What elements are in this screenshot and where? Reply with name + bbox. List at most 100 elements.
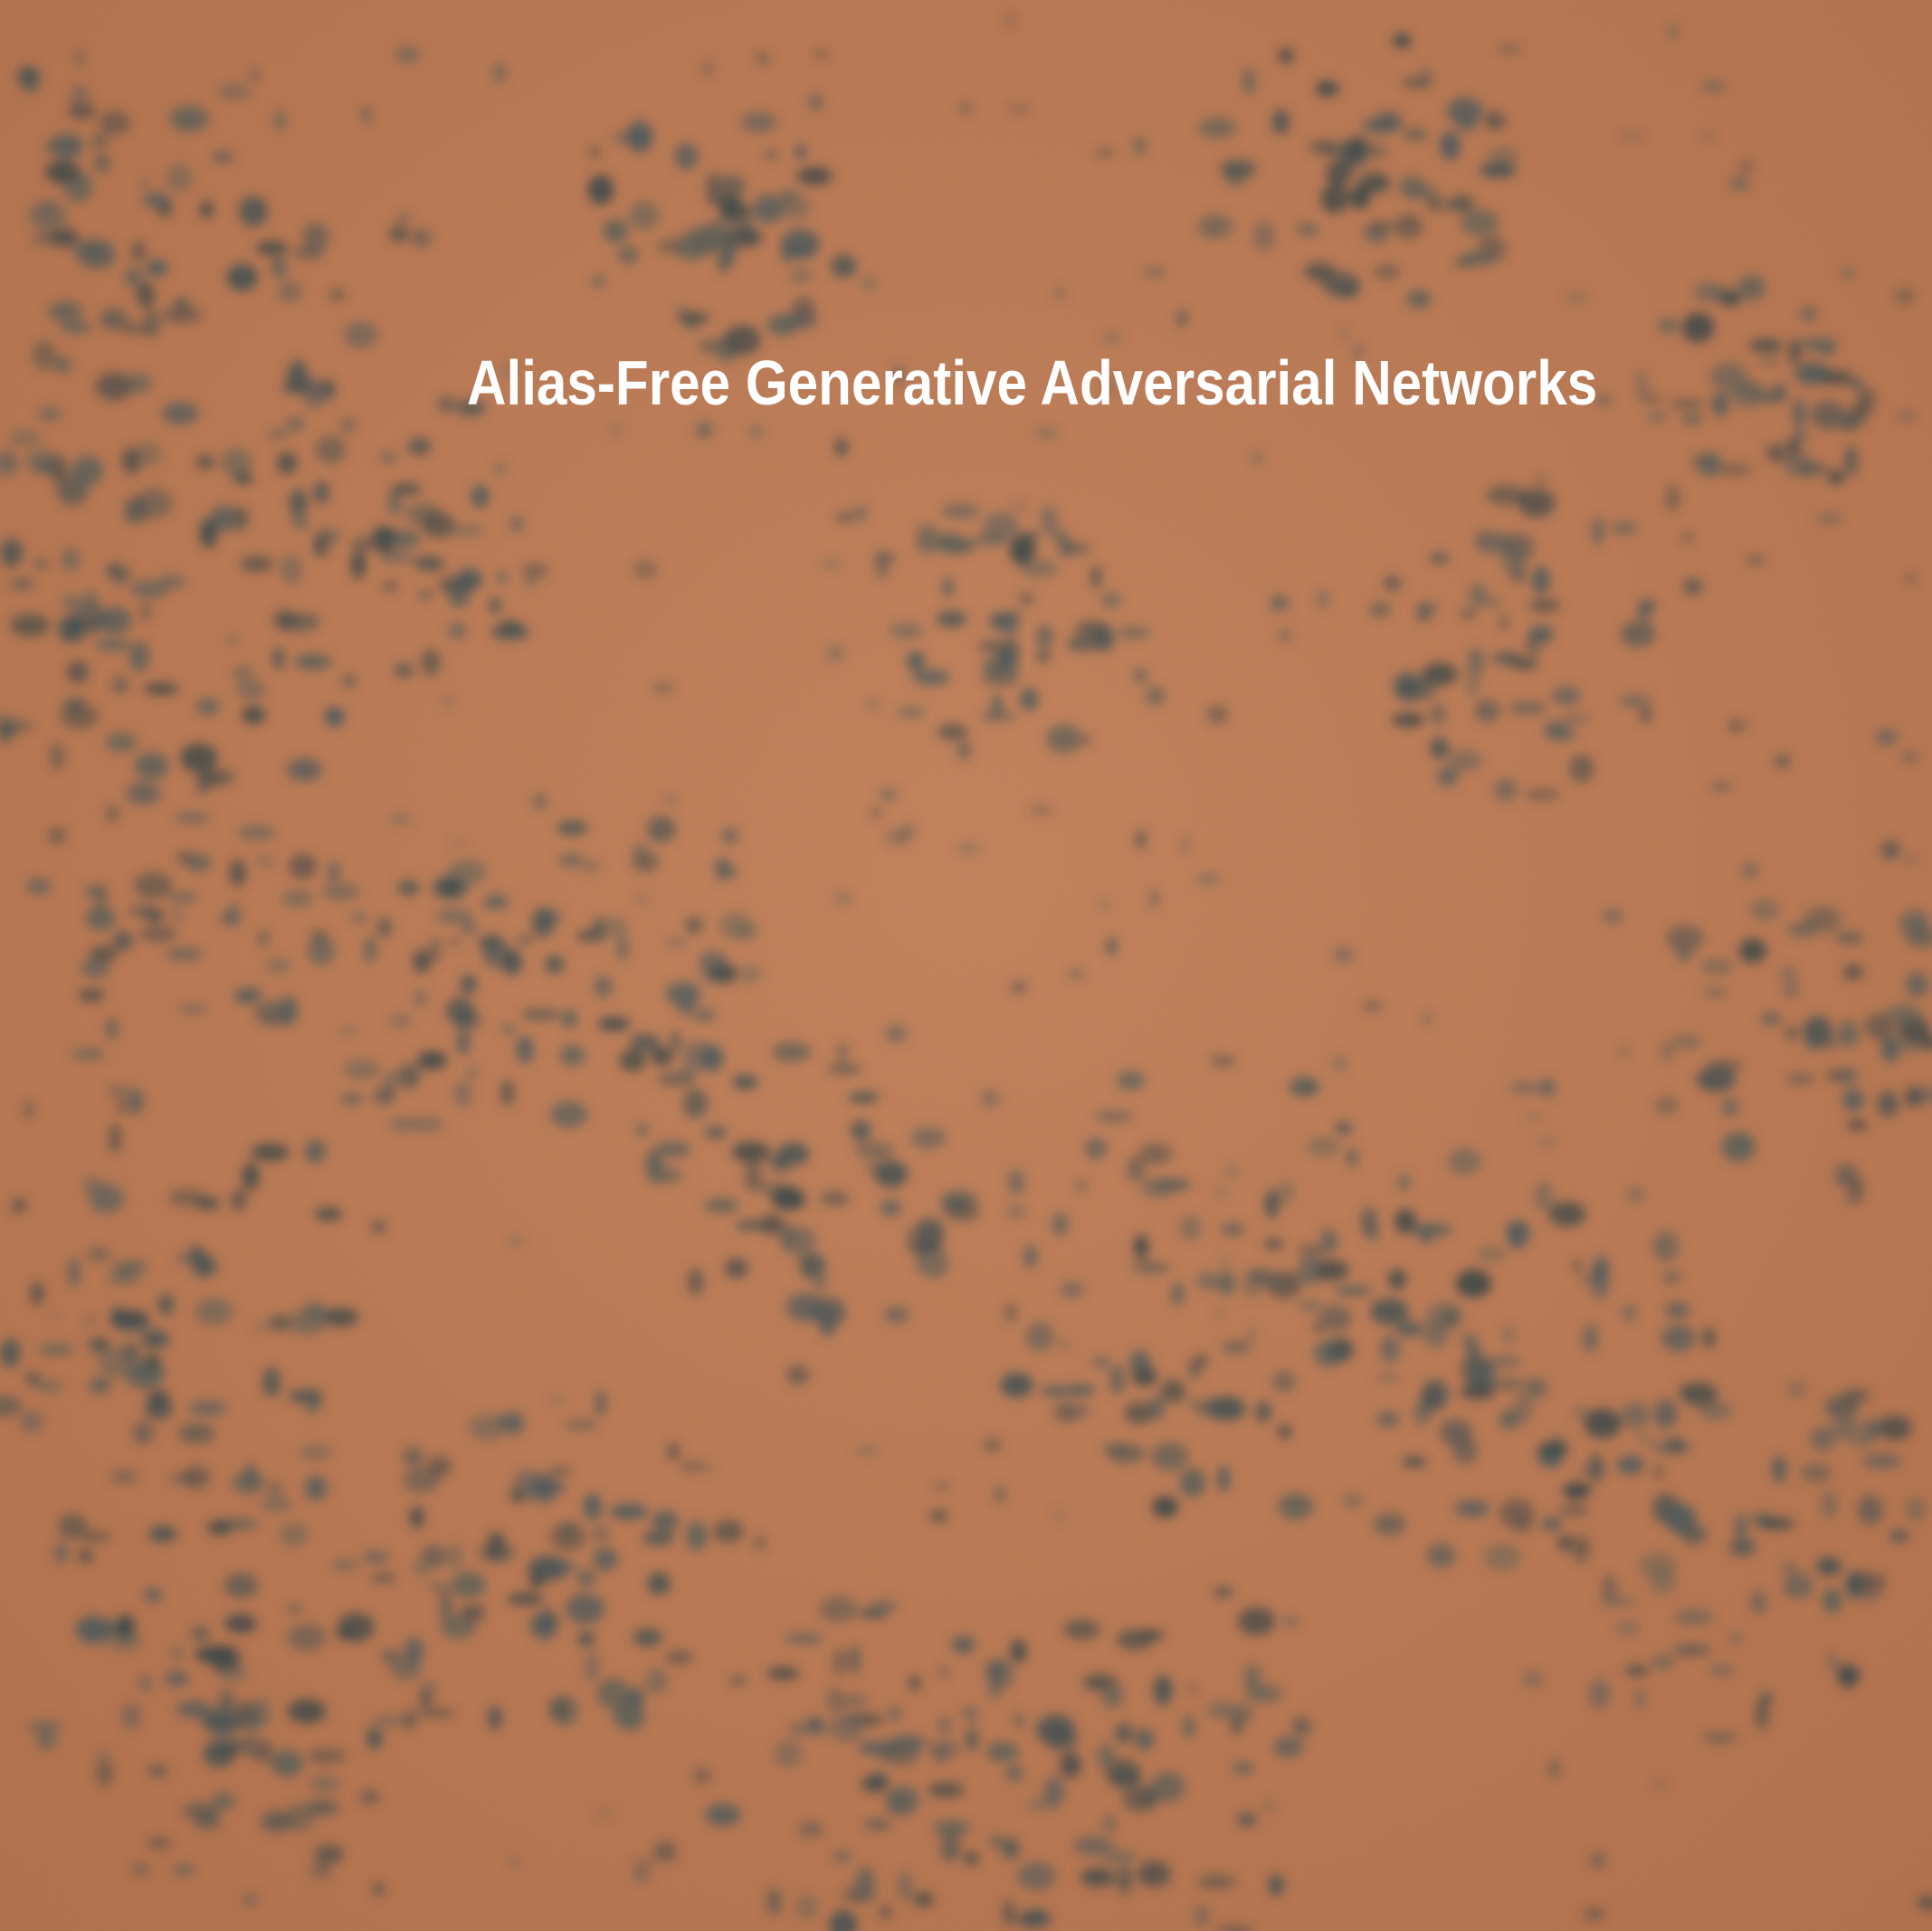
dark-patch bbox=[713, 1519, 744, 1543]
dark-patch bbox=[1000, 1372, 1034, 1398]
dark-patch bbox=[85, 907, 116, 930]
dark-patch bbox=[652, 1510, 680, 1532]
dark-speck bbox=[933, 1481, 951, 1490]
dark-patch bbox=[645, 1668, 668, 1695]
dark-patch bbox=[736, 1220, 766, 1231]
dark-patch bbox=[889, 1705, 901, 1721]
dark-patch bbox=[1291, 1717, 1312, 1736]
dark-speck bbox=[785, 1365, 810, 1385]
dark-patch bbox=[515, 934, 535, 946]
dark-patch bbox=[1544, 720, 1567, 740]
dark-patch bbox=[577, 1631, 595, 1647]
dark-patch bbox=[1804, 906, 1842, 933]
dark-patch bbox=[502, 949, 522, 975]
dark-patch bbox=[565, 1420, 599, 1431]
dark-patches bbox=[0, 14, 1932, 1931]
dark-patch bbox=[1220, 159, 1256, 179]
dark-patch bbox=[1010, 1639, 1026, 1663]
dark-patch bbox=[439, 1591, 452, 1622]
dark-speck bbox=[1279, 629, 1292, 642]
dark-patch bbox=[1387, 1269, 1407, 1289]
dark-speck bbox=[1917, 1896, 1932, 1909]
dark-patch bbox=[124, 267, 143, 288]
dark-speck bbox=[633, 559, 658, 580]
dark-patch bbox=[1318, 1305, 1352, 1332]
dark-patch bbox=[1179, 1468, 1206, 1498]
dark-speck bbox=[1074, 1405, 1090, 1417]
dark-patch bbox=[166, 164, 193, 192]
dark-speck bbox=[1729, 1631, 1741, 1645]
dark-speck bbox=[720, 827, 739, 844]
dark-patch bbox=[1810, 401, 1847, 430]
dark-patch bbox=[819, 1596, 859, 1622]
dark-patch bbox=[585, 1651, 600, 1683]
dark-patch bbox=[1820, 370, 1853, 385]
dark-patch bbox=[1020, 558, 1059, 579]
dark-speck bbox=[939, 1666, 948, 1678]
dark-patch bbox=[126, 782, 161, 805]
dark-patch bbox=[596, 1678, 630, 1709]
dark-speck bbox=[808, 93, 824, 111]
dark-patch bbox=[490, 625, 530, 640]
dark-patch bbox=[1361, 118, 1402, 134]
dark-patch bbox=[413, 1559, 431, 1576]
dark-patch bbox=[111, 676, 128, 694]
dark-speck bbox=[1361, 228, 1375, 239]
dark-patch bbox=[386, 491, 403, 516]
dark-speck bbox=[984, 1437, 1002, 1452]
dark-speck bbox=[23, 1099, 35, 1120]
dark-patch bbox=[1296, 224, 1319, 235]
dark-patch bbox=[1906, 1498, 1926, 1522]
dark-patch bbox=[1476, 1246, 1507, 1262]
dark-patch bbox=[237, 825, 276, 840]
dark-patch bbox=[766, 1888, 782, 1916]
dark-patch bbox=[1242, 69, 1255, 95]
dark-speck bbox=[1253, 452, 1261, 465]
dark-speck bbox=[1196, 873, 1222, 885]
dark-patch bbox=[831, 254, 857, 279]
dark-patch bbox=[461, 920, 478, 935]
dark-patch bbox=[391, 483, 422, 495]
dark-patch bbox=[928, 1782, 965, 1798]
dark-patch bbox=[144, 1588, 163, 1603]
dark-speck bbox=[1487, 598, 1501, 606]
dark-speck bbox=[894, 365, 904, 385]
dark-patch bbox=[482, 894, 509, 910]
dark-patch bbox=[1886, 1004, 1922, 1023]
dark-patch bbox=[81, 958, 109, 978]
dark-patch bbox=[1370, 1298, 1409, 1326]
dark-patch bbox=[941, 503, 980, 519]
dark-patch bbox=[45, 137, 83, 157]
dark-speck bbox=[1270, 594, 1290, 613]
dark-speck bbox=[1102, 334, 1122, 343]
dark-patch bbox=[130, 580, 169, 598]
dark-patch bbox=[165, 1670, 189, 1687]
dark-patch bbox=[1835, 932, 1864, 944]
dark-speck bbox=[1008, 502, 1030, 509]
dark-patch bbox=[1132, 1366, 1157, 1387]
dark-speck bbox=[1099, 900, 1109, 908]
dark-speck bbox=[1898, 413, 1916, 420]
dark-patch bbox=[272, 647, 284, 671]
dark-patch bbox=[60, 322, 92, 333]
dark-patch bbox=[906, 651, 926, 671]
dark-speck bbox=[610, 426, 623, 433]
dark-patch bbox=[1160, 1379, 1185, 1403]
dark-speck bbox=[1237, 1812, 1257, 1827]
dark-patch bbox=[1138, 1142, 1173, 1165]
dark-patch bbox=[288, 1309, 328, 1336]
dark-patch bbox=[257, 929, 270, 946]
dark-patch bbox=[1486, 484, 1527, 506]
dark-patch bbox=[647, 1166, 683, 1184]
dark-patch bbox=[68, 102, 96, 119]
dark-patch bbox=[109, 1471, 138, 1482]
dark-speck bbox=[1880, 840, 1901, 861]
dark-patch bbox=[496, 572, 509, 584]
dark-patch bbox=[328, 861, 340, 883]
dark-patch bbox=[1124, 1402, 1154, 1424]
dark-patch bbox=[1469, 584, 1488, 609]
dark-patch bbox=[1898, 1016, 1930, 1043]
dark-patch bbox=[1465, 668, 1480, 698]
dark-patch bbox=[136, 281, 155, 309]
dark-patch bbox=[289, 489, 308, 517]
